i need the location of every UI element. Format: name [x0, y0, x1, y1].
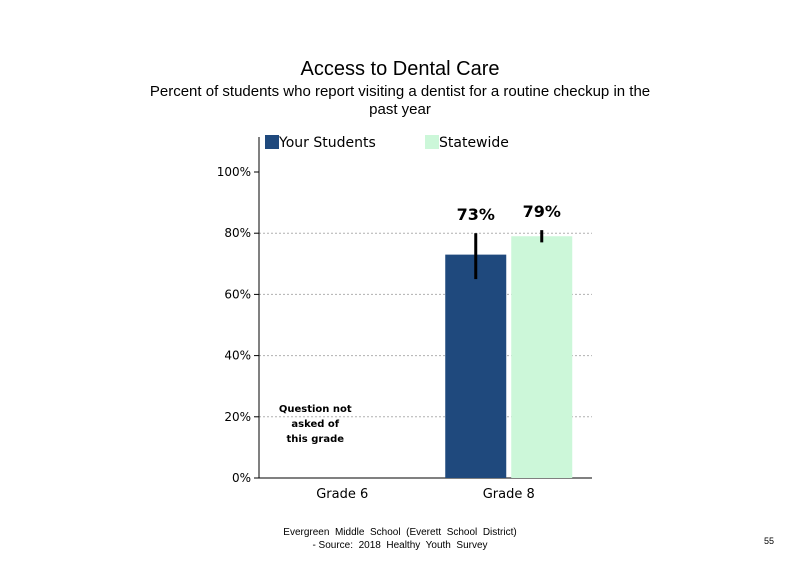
footer-school: Evergreen Middle School (Everett School …	[283, 527, 517, 538]
y-tick-label: 0%	[232, 471, 251, 485]
annotation-text: asked of	[291, 419, 339, 430]
legend-label: Your Students	[278, 135, 376, 151]
footer-source: - Source: 2018 Healthy Youth Survey	[312, 540, 488, 551]
x-tick-label: Grade 6	[316, 487, 368, 502]
chart-subtitle: Percent of students who report visiting …	[149, 83, 651, 118]
annotation-text: this grade	[286, 434, 344, 445]
legend-label: Statewide	[439, 135, 509, 151]
y-tick-label: 80%	[224, 226, 251, 240]
annotation-text: Question not	[279, 404, 352, 415]
legend-swatch	[425, 135, 439, 149]
y-tick-label: 40%	[224, 349, 251, 363]
y-tick-label: 60%	[224, 287, 251, 301]
data-label: 79%	[523, 202, 561, 221]
footer: Evergreen Middle School (Everett School …	[0, 526, 800, 552]
data-label: 73%	[457, 205, 495, 224]
y-tick-label: 20%	[224, 410, 251, 424]
legend-swatch	[265, 135, 279, 149]
chart-title: Access to Dental Care	[300, 58, 500, 80]
bar	[445, 254, 507, 478]
y-tick-label: 100%	[217, 165, 251, 179]
bar	[511, 236, 573, 478]
x-tick-label: Grade 8	[483, 487, 535, 502]
page-number: 55	[763, 536, 774, 546]
